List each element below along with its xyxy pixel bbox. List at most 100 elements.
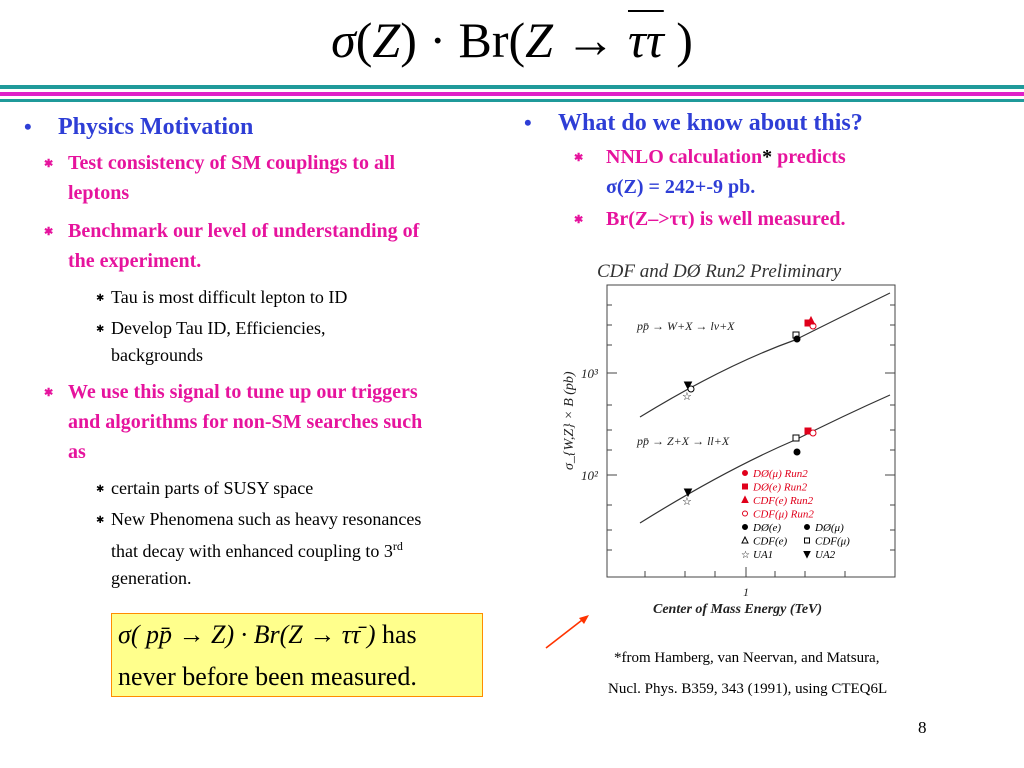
legend-label: DØ(μ) Run2 xyxy=(752,468,808,480)
plot-title: CDF and DØ Run2 Preliminary xyxy=(597,261,842,282)
bullet-dot-icon: • xyxy=(524,110,532,135)
bullet-text: We use this signal to tune up our trigge… xyxy=(68,381,423,463)
plot-frame xyxy=(606,284,896,578)
ytick-label-10-2: 10² xyxy=(581,468,599,483)
sigma-z-value: σ(Z) = 242+-9 pb. xyxy=(606,176,756,198)
box-line-1: σ( pp̄ → Z) · Br(Z → ττ̄ ) has xyxy=(118,614,482,656)
legend-marker xyxy=(803,551,811,559)
title-dot: · xyxy=(416,12,459,68)
legend-label: CDF(e) Run2 xyxy=(753,495,814,507)
legend-label: CDF(μ) Run2 xyxy=(753,509,814,521)
title-arrow: → xyxy=(552,12,628,68)
arrow-head-icon xyxy=(579,615,589,624)
subbullet-susy: ✱ certain parts of SUSY space xyxy=(20,475,501,502)
curve-w xyxy=(639,292,891,418)
legend-label: UA1 xyxy=(753,549,773,561)
footnote-line-1: *from Hamberg, van Neervan, and Matsura, xyxy=(614,650,880,666)
marker-d0-e-z xyxy=(793,448,801,456)
subbullet-new-phenomena: ✱ New Phenomena such as heavy resonances … xyxy=(20,506,451,592)
legend-entry: CDF(μ) xyxy=(804,536,850,548)
nnlo-predicts: predicts xyxy=(772,146,846,168)
subbullet-text: certain parts of SUSY space xyxy=(111,478,314,498)
box-has: has xyxy=(375,620,417,649)
legend-entry: DØ(μ) Run2 xyxy=(742,468,808,480)
marker-cdf-mu-z xyxy=(792,434,800,442)
legend-label: CDF(μ) xyxy=(815,536,850,548)
marker-ua2-z xyxy=(683,488,693,498)
bullet-star-icon: ✱ xyxy=(574,214,584,226)
marker-ua2-w xyxy=(683,381,693,391)
curve-z xyxy=(639,394,891,524)
bullet-dot-icon: • xyxy=(24,114,32,139)
plot-xlabel: Center of Mass Energy (TeV) xyxy=(653,602,822,617)
legend-entry: UA2 xyxy=(803,549,836,561)
bullet-test-consistency: ✱ Test consistency of SM couplings to all… xyxy=(20,148,438,208)
right-column: • What do we know about this? ✱ NNLO calcu… xyxy=(520,108,940,242)
title-close2: ) xyxy=(663,12,693,68)
cross-section-plot: CDF and DØ Run2 Preliminary 10³ 10² 1 σ_… xyxy=(545,255,925,625)
what-do-we-know-heading: What do we know about this? xyxy=(558,110,863,136)
bullet-tune-triggers: ✱ We use this signal to tune up our trigg… xyxy=(20,377,440,467)
series-label-w: pp̄ → W+X → lν+X xyxy=(636,319,735,333)
plot-ticks xyxy=(607,304,895,577)
series-label-z: pp̄ → Z+X → ll+X xyxy=(636,434,730,448)
xtick-label-1: 1 xyxy=(743,585,749,599)
box-math: σ( pp̄ → Z) · Br(Z → ττ̄ ) xyxy=(118,620,376,649)
subbullet-text: New Phenomena such as heavy resonances t… xyxy=(111,509,422,561)
legend-marker xyxy=(804,537,810,544)
legend-entry: DØ(μ) xyxy=(804,522,844,534)
subbullet-text: Tau is most difficult lepton to ID xyxy=(111,287,348,307)
bullet-star-icon: ✱ xyxy=(96,293,105,304)
title-open1: ( xyxy=(355,12,373,68)
subbullet-text-end: generation. xyxy=(111,568,192,588)
legend-marker xyxy=(742,483,748,490)
marker-cdf-mu-run2-z xyxy=(809,429,817,437)
title-z: Z xyxy=(372,12,401,68)
legend-marker xyxy=(804,524,810,530)
br-measured-text: Br(Z–>ττ) is well measured. xyxy=(606,208,846,230)
title-br: Br xyxy=(458,12,509,68)
never-measured-box: σ( pp̄ → Z) · Br(Z → ττ̄ ) has never bef… xyxy=(111,613,483,697)
nnlo-text: NNLO calculation xyxy=(606,146,763,168)
title-close1: ) xyxy=(400,12,417,68)
legend-entry: ☆ UA1 xyxy=(741,549,773,561)
bullet-text: Test consistency of SM couplings to all … xyxy=(68,152,396,204)
box-line-2: never before been measured. xyxy=(118,662,417,691)
legend-entry: DØ(e) xyxy=(742,522,781,534)
left-column: • Physics Motivation ✱ Test consistency of… xyxy=(20,112,500,596)
marker-ua1-star-w: ☆ xyxy=(682,391,692,403)
bullet-star-icon: ✱ xyxy=(44,226,54,238)
marker-ua1-w xyxy=(687,385,695,393)
marker-ua1-z: ☆ xyxy=(682,496,692,508)
bullet-benchmark: ✱ Benchmark our level of understanding of… xyxy=(20,216,438,276)
title-sigma: σ xyxy=(331,12,356,68)
title-z2: Z xyxy=(525,12,553,68)
plot-ylabel: σ_{W,Z} × B (pb) xyxy=(562,371,577,470)
pointer-arrow xyxy=(545,615,589,649)
title-rule-magenta xyxy=(0,92,1024,96)
title-rule-teal-bottom xyxy=(0,99,1024,102)
superscript-rd: rd xyxy=(392,539,403,553)
bullet-nnlo: ✱ NNLO calculation* predicts σ(Z) = 242+-9… xyxy=(520,142,908,202)
legend-marker xyxy=(741,535,749,544)
bullet-star-icon: ✱ xyxy=(44,158,54,170)
legend-label: CDF(e) xyxy=(753,536,788,548)
bullet-physics-motivation: • Physics Motivation xyxy=(20,112,500,142)
arrow-line xyxy=(545,616,587,649)
legend-marker xyxy=(741,495,749,503)
legend-marker xyxy=(742,510,748,517)
title-tautau: ττ xyxy=(627,12,664,68)
legend-label: UA2 xyxy=(815,549,836,561)
title-open2: ( xyxy=(508,12,526,68)
nnlo-asterisk: * xyxy=(762,146,773,168)
legend-label: DØ(e) Run2 xyxy=(752,482,808,494)
legend-entry: DØ(e) Run2 xyxy=(742,482,808,494)
subbullet-text: Develop Tau ID, Efficiencies, background… xyxy=(111,318,326,365)
bullet-star-icon: ✱ xyxy=(96,324,105,335)
plot-markers: ☆☆ xyxy=(682,315,817,508)
legend-marker xyxy=(742,524,748,530)
bullet-text: Benchmark our level of understanding of … xyxy=(68,220,420,272)
legend-label: DØ(μ) xyxy=(814,522,844,534)
bullet-what-do-we-know: • What do we know about this? xyxy=(520,108,940,138)
legend-entry: CDF(e) xyxy=(741,535,788,548)
